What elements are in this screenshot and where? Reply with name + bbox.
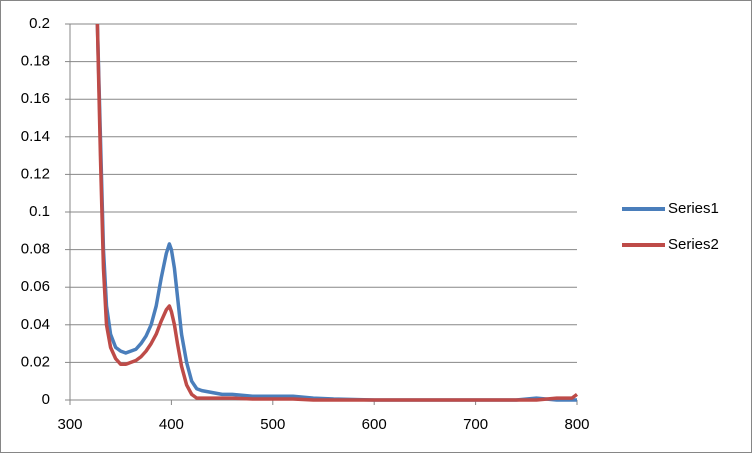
y-tick-label: 0.18 [21,53,50,70]
y-tick-label: 0.02 [21,353,50,370]
x-tick-label: 400 [159,416,184,433]
x-tick-label: 300 [57,416,82,433]
y-tick-label: 0.08 [21,241,50,258]
x-tick-label: 500 [260,416,285,433]
y-tick-label: 0.16 [21,90,50,107]
x-tick-label: 600 [362,416,387,433]
x-tick-label: 800 [564,416,589,433]
axes: 0 0.02 0.04 0.06 0.08 0.1 0.12 0.14 0.16 0.18 0.2 3… [21,15,590,433]
series-line [95,23,579,402]
y-tick-label: 0 [42,391,50,408]
y-tick-label: 0.2 [29,15,50,32]
y-tick-label: 0.04 [21,316,50,333]
y-tick-label: 0.1 [29,203,50,220]
y-tick-label: 0.14 [21,128,50,145]
legend-label: Series2 [668,236,719,253]
y-tick-label: 0.12 [21,165,50,182]
y-tick-label: 0.06 [21,278,50,295]
legend-label: Series1 [668,200,719,217]
legend: Series1 Series2 [622,200,719,253]
plot [95,23,579,402]
grid [65,23,578,405]
x-tick-label: 700 [463,416,488,433]
